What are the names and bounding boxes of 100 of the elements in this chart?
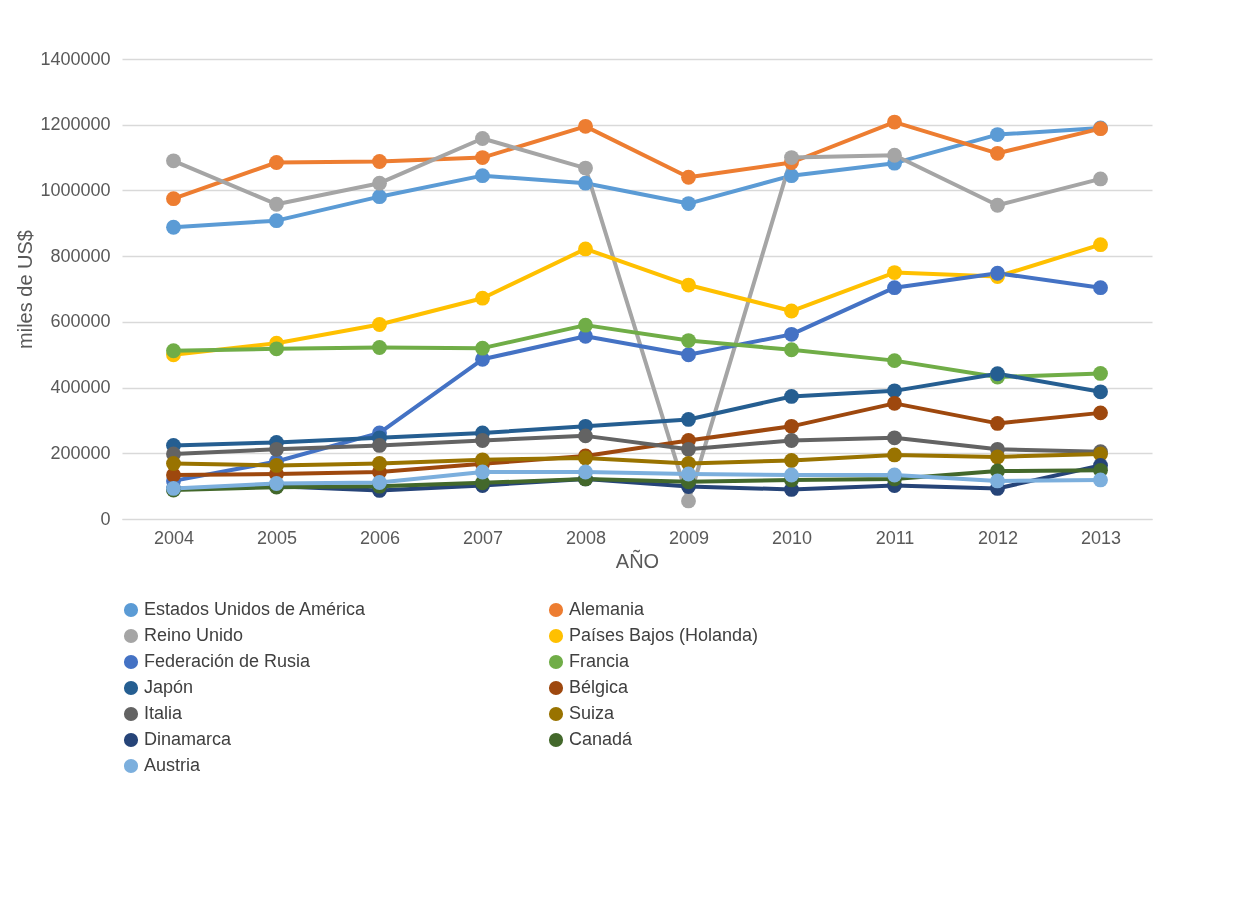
point [269,155,284,170]
point [1093,280,1108,296]
point [887,280,902,296]
point [372,317,387,332]
point [475,150,490,165]
x-tick-label: 2010 [771,527,813,548]
y-tick-label: 1400000 [40,48,111,69]
point [166,153,181,169]
point [784,342,799,358]
legend-label: Canadá [569,729,634,749]
x-tick-label: 2004 [153,527,195,548]
point [887,447,902,463]
y-tick-label: 400000 [50,377,111,398]
point [784,389,799,404]
x-tick-label: 2013 [1080,527,1122,548]
point [681,333,696,348]
y-tick-label: 1000000 [40,179,111,200]
point [578,241,593,257]
point [784,150,799,165]
point [887,353,902,369]
point [269,441,284,457]
point [887,114,902,130]
point [681,169,696,185]
point [166,343,181,359]
point [887,430,902,446]
legend-label: Italia [144,703,184,723]
point [372,154,387,169]
legend-label: Suiza [569,703,616,723]
point [166,219,181,235]
x-tick-label: 2005 [256,527,298,548]
point [372,175,387,191]
point [887,147,902,163]
point [475,131,490,146]
x-tick-label: 2012 [977,527,1019,548]
point [372,438,387,453]
point [784,168,799,184]
point [784,326,799,342]
point [475,464,490,480]
point [372,340,387,355]
point [990,127,1005,142]
y-tick-label: 600000 [50,311,111,332]
point [990,145,1005,161]
y-axis-title: miles de US$ [14,230,37,349]
point [887,265,902,280]
point [578,175,593,191]
point [887,467,902,483]
y-tick-label: 200000 [50,442,111,463]
point [1093,384,1108,400]
point [578,428,593,444]
point [990,265,1005,281]
point [681,196,696,211]
point [681,412,696,427]
point [784,433,799,448]
point [578,317,593,333]
point [578,118,593,134]
point [887,395,902,411]
point [1093,171,1108,187]
legend-label: Bélgica [569,677,630,697]
point [1093,237,1108,253]
y-tick-label: 800000 [50,245,111,266]
x-tick-label: 2006 [359,527,401,548]
point [887,383,902,399]
point [269,458,284,473]
point [269,213,284,229]
point [372,475,387,490]
x-tick-label: 2009 [668,527,710,548]
x-tick-label: 2011 [875,527,915,548]
point [1093,405,1108,421]
point [681,493,696,509]
point [681,441,696,457]
point [372,456,387,471]
point [681,466,696,482]
point [475,340,490,356]
x-tick-label: 2008 [565,527,607,548]
point [784,453,799,468]
legend-label: Austria [144,755,202,775]
point [1093,472,1108,488]
point [372,189,387,205]
legend-label: Alemania [569,599,646,619]
point [475,168,490,184]
point [990,415,1005,431]
point [784,418,799,434]
point [578,464,593,480]
point [269,341,284,357]
x-tick-label: 2007 [462,527,504,548]
point [475,452,490,468]
legend-label: Reino Unido [144,625,244,645]
point [578,160,593,176]
point [475,290,490,306]
y-tick-label: 1200000 [40,114,111,135]
legend-label: Federación de Rusia [144,651,312,671]
x-axis-title: AÑO [615,548,660,572]
point [475,433,490,448]
point [990,473,1005,489]
legend-label: Estados Unidos de América [144,599,367,619]
point [784,467,799,483]
point [166,456,181,471]
point [166,191,181,207]
point [784,303,799,319]
legend-label: Francia [569,651,631,671]
